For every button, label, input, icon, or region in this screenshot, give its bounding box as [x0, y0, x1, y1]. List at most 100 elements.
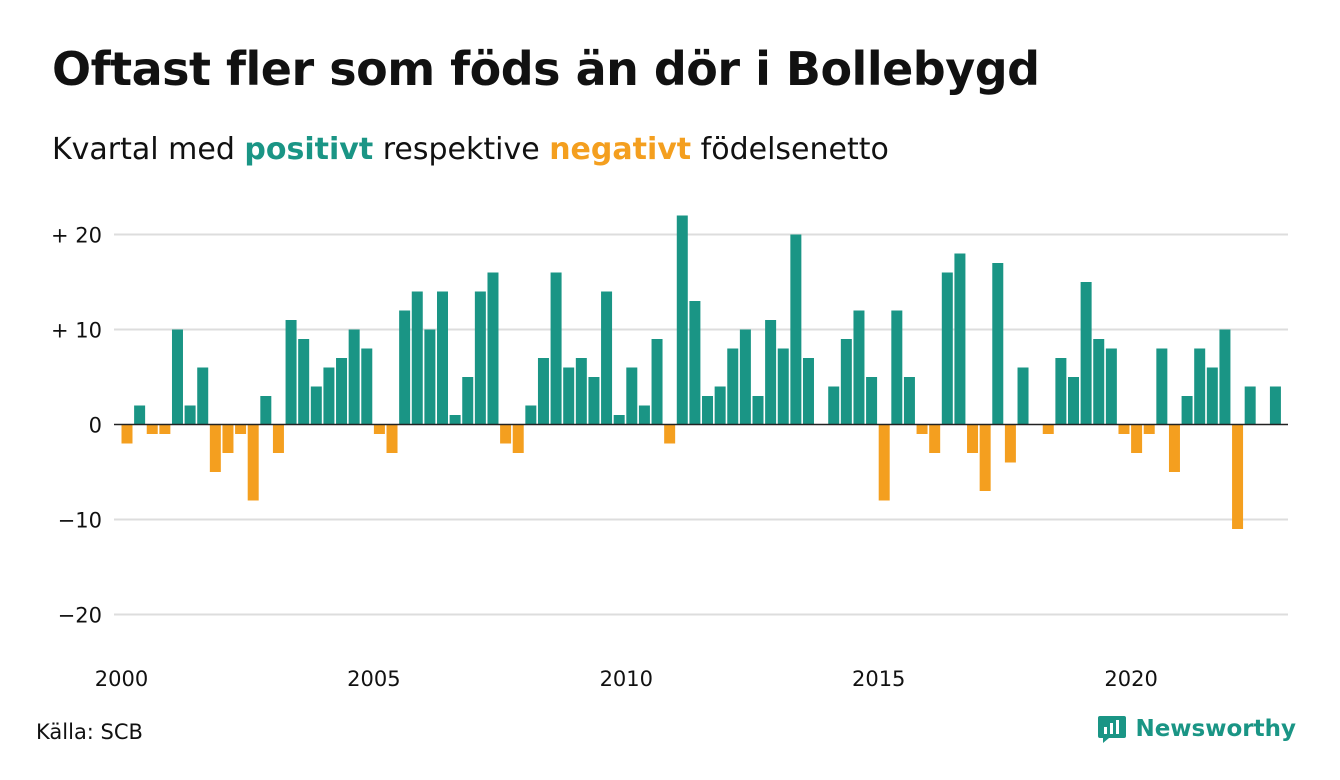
- bar: [171, 329, 183, 425]
- bar: [1118, 424, 1130, 434]
- bar: [1105, 348, 1117, 425]
- bar: [1004, 424, 1016, 463]
- bar: [437, 291, 448, 425]
- bar: [878, 424, 890, 501]
- bar: [588, 377, 600, 425]
- bar: [714, 386, 726, 425]
- bar: [500, 424, 512, 444]
- subtitle-negative-word: negativt: [549, 132, 692, 167]
- bar: [323, 367, 335, 425]
- bar: [727, 348, 739, 425]
- bar: [298, 339, 310, 425]
- bar: [285, 320, 297, 425]
- chart-title: Oftast fler som föds än dör i Bollebygd: [52, 42, 1040, 96]
- chart-subtitle: Kvartal med positivt respektive negativt…: [52, 132, 889, 167]
- bar: [613, 415, 625, 425]
- bar: [1181, 396, 1193, 425]
- bar: [361, 348, 373, 425]
- bar: [197, 367, 209, 425]
- bar: [449, 415, 461, 425]
- bar: [992, 263, 1004, 425]
- bar: [563, 367, 575, 425]
- bar: [651, 339, 663, 425]
- bar: [373, 424, 385, 434]
- newsworthy-logo: Newsworthy: [1097, 714, 1296, 744]
- bar: [929, 424, 941, 453]
- source-note: Källa: SCB: [36, 720, 143, 744]
- bar: [399, 310, 411, 425]
- bar: [1055, 358, 1067, 425]
- bar: [222, 424, 234, 453]
- x-tick-label: 2010: [600, 667, 653, 691]
- bar: [765, 320, 777, 425]
- bar: [159, 424, 171, 434]
- axes: + 20 + 10 0 −10 −20 2000 2005 2010 2015 2020: [51, 224, 1288, 691]
- x-tick-label: 2005: [347, 667, 400, 691]
- bar: [487, 272, 499, 425]
- bar: [184, 405, 196, 425]
- subtitle-suffix: födelsenetto: [691, 132, 889, 167]
- bar: [664, 424, 676, 444]
- bars: [121, 215, 1281, 529]
- bar: [1206, 367, 1218, 425]
- bar: [209, 424, 221, 472]
- bar: [626, 367, 638, 425]
- gridlines: [114, 233, 1288, 616]
- bar: [235, 424, 247, 434]
- bar: [891, 310, 903, 425]
- subtitle-middle: respektive: [373, 132, 550, 167]
- bar: [1068, 377, 1079, 425]
- y-tick-label: + 20: [51, 224, 102, 248]
- x-tick-label: 2020: [1104, 667, 1157, 691]
- bar: [424, 329, 436, 425]
- brand-name: Newsworthy: [1135, 716, 1296, 742]
- bar: [979, 424, 991, 491]
- bar: [702, 396, 714, 425]
- bar: [1156, 348, 1168, 425]
- bar: [260, 396, 272, 425]
- bar: [462, 377, 474, 425]
- bar: [474, 291, 486, 425]
- bar: [840, 339, 852, 425]
- bar: [601, 291, 613, 425]
- bar: [1244, 386, 1256, 425]
- bar: [512, 424, 524, 453]
- bar: [1143, 424, 1155, 434]
- bar: [866, 377, 878, 425]
- bar: [1168, 424, 1180, 472]
- bar: [537, 358, 549, 425]
- bar: [739, 329, 751, 425]
- bar: [247, 424, 259, 501]
- bar: [1131, 424, 1143, 453]
- bar: [525, 405, 537, 425]
- y-tick-label: −20: [58, 604, 102, 628]
- bar: [752, 396, 764, 425]
- bar: [386, 424, 398, 453]
- bar: [411, 291, 423, 425]
- bar: [676, 215, 688, 425]
- bar: [777, 348, 789, 425]
- bar-chart-logo-icon: [1098, 716, 1127, 743]
- bar: [853, 310, 865, 425]
- bar: [638, 405, 650, 425]
- bar: [967, 424, 979, 453]
- bar: [1194, 348, 1206, 425]
- subtitle-prefix: Kvartal med: [52, 132, 245, 167]
- bar: [828, 386, 840, 425]
- bar: [336, 358, 348, 425]
- bar: [1080, 282, 1092, 425]
- bar: [689, 301, 701, 425]
- bar: [146, 424, 158, 434]
- bar: [954, 253, 966, 425]
- bar: [1017, 367, 1029, 425]
- bar: [550, 272, 562, 425]
- bar: [348, 329, 360, 425]
- bar: [1232, 424, 1244, 529]
- bar: [941, 272, 953, 425]
- bar: [790, 234, 802, 425]
- subtitle-positive-word: positivt: [244, 132, 374, 167]
- x-tick-label: 2000: [95, 667, 148, 691]
- x-tick-label: 2015: [852, 667, 905, 691]
- bar: [802, 358, 814, 425]
- y-tick-label: + 10: [51, 319, 102, 343]
